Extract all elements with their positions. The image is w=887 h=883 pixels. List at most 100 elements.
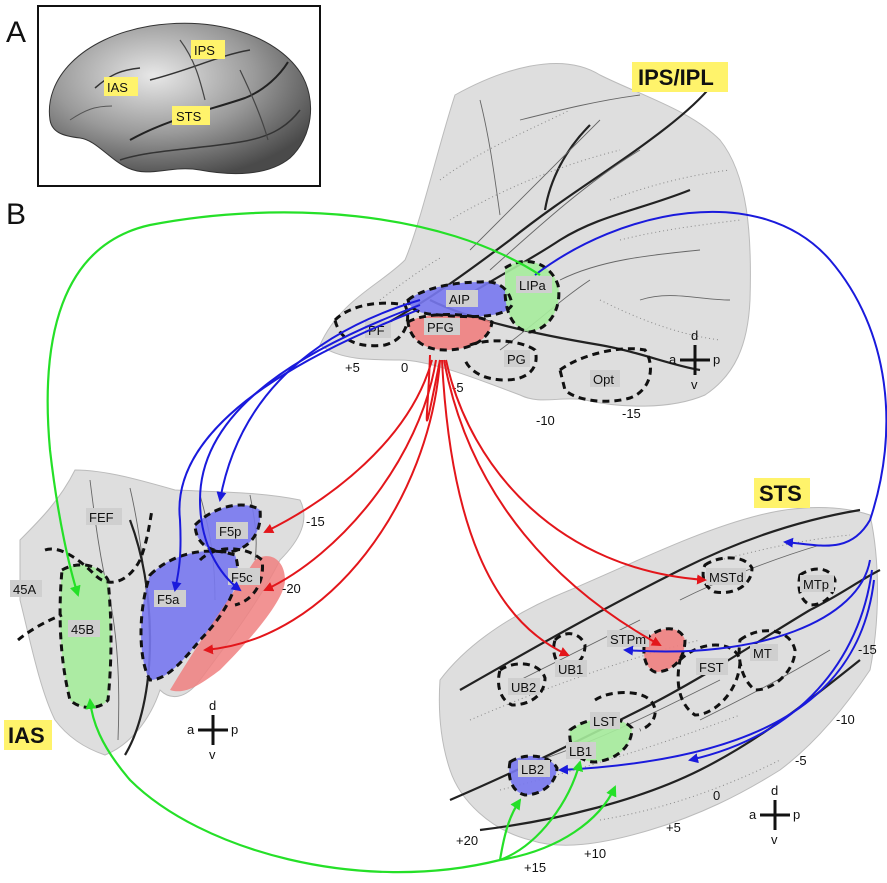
sts-tick-p20: +20 xyxy=(456,833,478,848)
ias-tick-m15: -15 xyxy=(306,514,325,529)
area-pfg-label-box xyxy=(424,318,460,335)
area-fst-label: FST xyxy=(699,660,724,675)
area-fst-border xyxy=(676,643,742,717)
ips-sulcus-4 xyxy=(543,124,591,211)
ips-contour xyxy=(519,94,641,121)
area-45b-border xyxy=(58,563,113,709)
area-f5a-label-box xyxy=(154,590,186,607)
area-aip-label-box xyxy=(446,290,478,307)
area-45a-border xyxy=(17,613,63,642)
compass-v: v xyxy=(209,747,216,762)
blue-arrow-to-lst xyxy=(623,559,871,656)
area-aip-label: AIP xyxy=(449,292,470,307)
area-pf-border xyxy=(333,301,410,348)
brain-label-ips-box xyxy=(191,40,225,59)
area-lb2-border xyxy=(507,754,559,797)
area-f5a-border xyxy=(139,549,240,682)
area-f5c-label: F5c xyxy=(231,570,253,585)
green-arrow-to-45b-from-sts xyxy=(85,698,501,874)
brain-label-sts-box xyxy=(172,106,210,125)
sts-map-surface xyxy=(438,507,878,846)
sts-compass: d v a p xyxy=(749,783,800,847)
area-opt-label-box xyxy=(590,370,620,387)
area-f5p-label: F5p xyxy=(219,524,241,539)
area-45a-label-box xyxy=(10,580,42,597)
compass-p: p xyxy=(793,807,800,822)
green-arrow-to-lb1 xyxy=(499,760,584,862)
area-mt-label: MT xyxy=(753,646,772,661)
area-lb1-border xyxy=(568,717,634,764)
area-ub2-border xyxy=(497,662,547,707)
brain-label-sts: STS xyxy=(176,109,202,124)
area-mt-label-box xyxy=(750,644,778,661)
area-lst-label: LST xyxy=(593,714,617,729)
area-lb2-label-box xyxy=(518,760,550,777)
sts-tick-m5: -5 xyxy=(795,753,807,768)
brain-label-ias: IAS xyxy=(107,80,128,95)
compass-d: d xyxy=(209,698,216,713)
panel-b-letter: B xyxy=(6,198,26,231)
red-arrow-pfg-to-mstd xyxy=(445,359,707,585)
sts-dotted-contour xyxy=(499,714,741,791)
area-f5p-border xyxy=(193,503,262,554)
ias-tick-m20: -20 xyxy=(282,581,301,596)
area-ub2-label: UB2 xyxy=(511,680,536,695)
region-title-ias: IAS xyxy=(8,723,45,748)
ips-dotted-contour xyxy=(439,109,571,181)
blue-arrow-aip-to-mtp xyxy=(534,210,887,548)
ips-tick-m10: -10 xyxy=(536,413,555,428)
ips-map-surface xyxy=(319,63,751,407)
ias-map: F5p F5c F5a FEF 45A 45B -15 -20 IAS d v … xyxy=(4,469,325,762)
area-fef-border xyxy=(44,509,154,584)
area-ub1-label: UB1 xyxy=(558,662,583,677)
area-pfg-border xyxy=(406,313,494,352)
area-ub1-border xyxy=(552,632,587,670)
area-fef-label: FEF xyxy=(89,510,114,525)
area-f5c-label-box xyxy=(228,568,260,585)
green-arrow-to-lb2 xyxy=(498,798,522,861)
area-f5p-label-box xyxy=(216,522,248,539)
sts-contour xyxy=(679,544,821,601)
blue-arrow-aip-to-f5c xyxy=(198,304,421,592)
compass-d: d xyxy=(771,783,778,798)
red-arrow-stem xyxy=(425,354,441,422)
ips-tick-m15: -15 xyxy=(622,406,641,421)
panel-a-letter: A xyxy=(6,16,26,49)
area-45b-label: 45B xyxy=(71,622,94,637)
compass-a: a xyxy=(187,722,195,737)
compass-v: v xyxy=(691,377,698,392)
blue-arrow-aip-to-f5a xyxy=(171,309,419,592)
area-f5a-fill xyxy=(141,551,238,680)
area-mtp-label-box xyxy=(800,575,834,592)
ips-contour xyxy=(489,149,641,271)
area-45b-label-box xyxy=(68,620,100,637)
connections-red xyxy=(203,354,707,657)
connections-blue xyxy=(171,210,887,775)
ips-tick-m5: -5 xyxy=(452,380,464,395)
brain-label-ias-box xyxy=(104,77,138,96)
compass-p: p xyxy=(713,352,720,367)
area-mtp-border xyxy=(797,567,837,607)
red-arrow-pfg-to-f5a xyxy=(203,359,441,655)
ips-tick-p5: +5 xyxy=(345,360,360,375)
red-arrow-pfg-to-f5c xyxy=(263,359,437,592)
area-lb2-label: LB2 xyxy=(521,762,544,777)
area-pfg-label: PFG xyxy=(427,320,454,335)
area-ub2-label-box xyxy=(508,678,540,695)
area-pf-label: PF xyxy=(368,323,385,338)
area-lst-border xyxy=(594,691,657,732)
area-45a-label: 45A xyxy=(13,582,36,597)
area-lipa-border xyxy=(503,260,561,334)
red-arrow-pfg-to-stpm xyxy=(443,359,662,646)
compass-v: v xyxy=(771,832,778,847)
connections-green xyxy=(46,211,617,874)
ips-dotted-contour xyxy=(619,219,741,241)
area-f5a-label: F5a xyxy=(157,592,180,607)
region-title-ips: IPS/IPL xyxy=(638,65,714,90)
blue-arrow-to-lb1 xyxy=(688,569,873,764)
area-lb1-label-box xyxy=(566,742,596,759)
sts-tick-p5: +5 xyxy=(666,820,681,835)
area-stpm-border xyxy=(642,627,687,674)
sts-sulcus-upper xyxy=(459,508,861,691)
